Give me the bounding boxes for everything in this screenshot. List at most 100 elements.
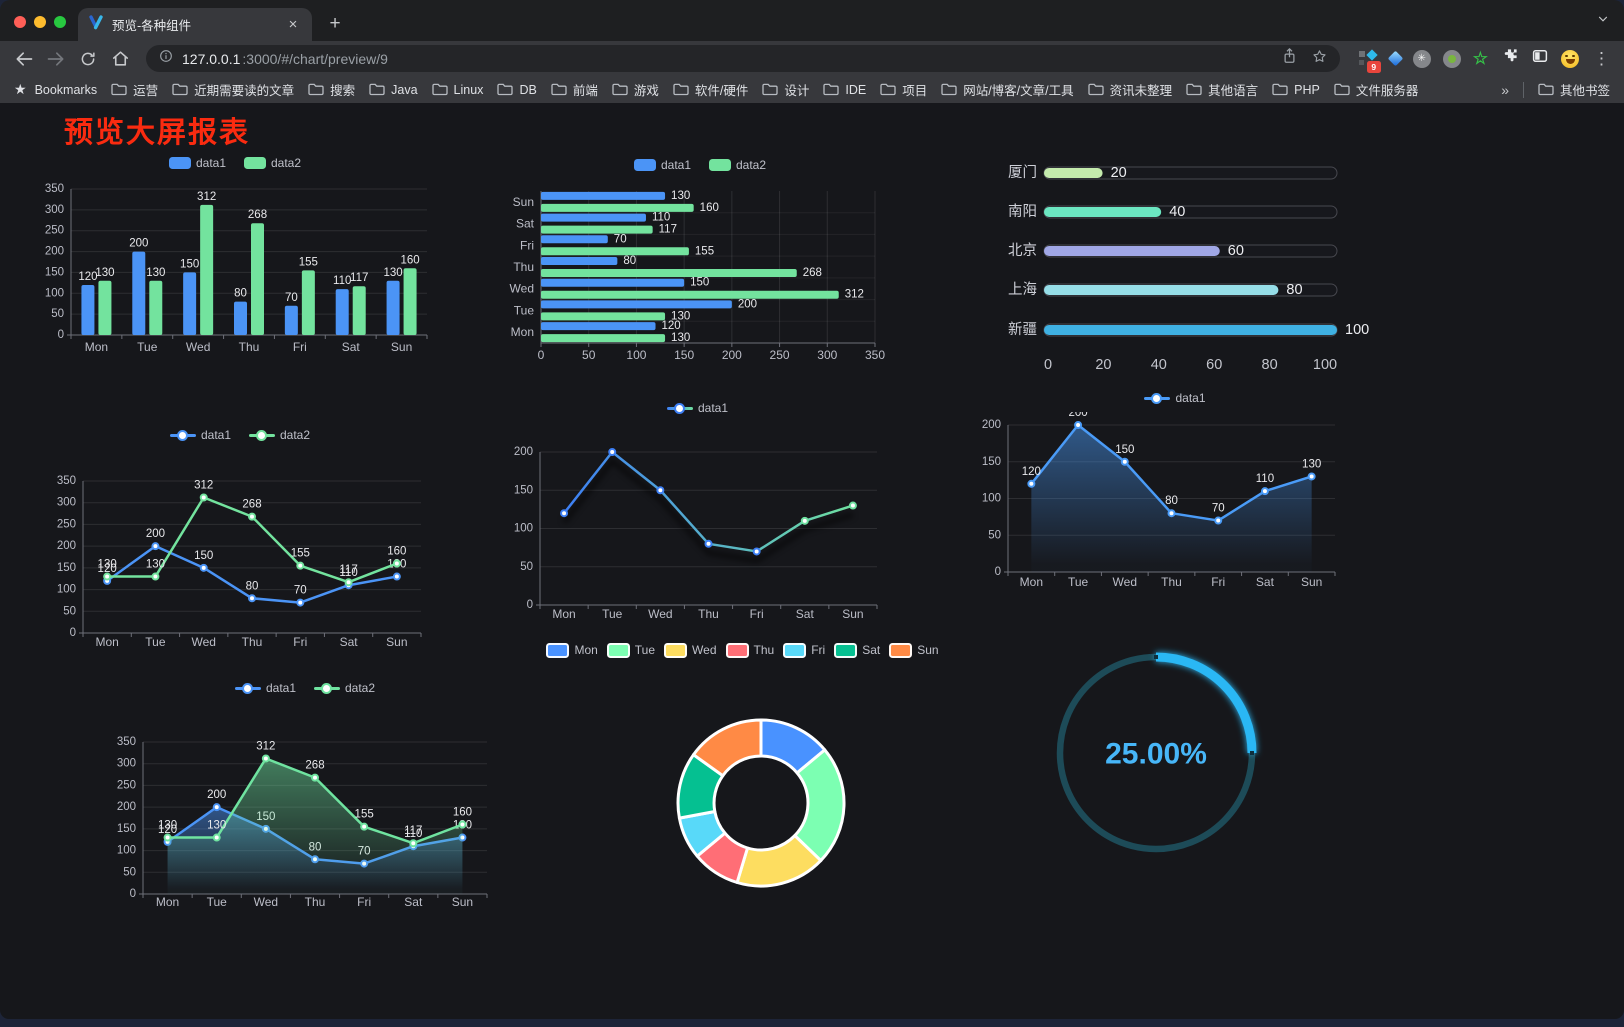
bookmarks-label[interactable]: Bookmarks <box>34 82 98 97</box>
legend-item-data1[interactable]: data1 <box>169 428 231 442</box>
legend-item-Mon[interactable]: Mon <box>546 642 598 658</box>
browser-tab[interactable]: 预览-各种组件 × <box>78 8 312 41</box>
svg-text:120: 120 <box>1022 466 1041 478</box>
bookmark-folder[interactable]: 文件服务器 <box>1334 80 1418 99</box>
legend-item-data2[interactable]: data2 <box>709 158 766 172</box>
bookmark-folder[interactable]: Linux <box>431 83 483 97</box>
svg-text:312: 312 <box>256 741 275 753</box>
bookmark-folder-label: 项目 <box>902 84 928 98</box>
legend-marker-icon <box>725 642 749 658</box>
svg-text:80: 80 <box>1262 357 1278 373</box>
bookmark-folders: 运营 近期需要读的文章 搜索 Java Linux DB 前端 游戏 软件/硬件 设计 IDE 项目 网… <box>111 80 1418 99</box>
bookmarks-overflow-chevron[interactable]: » <box>1501 81 1509 98</box>
svg-text:117: 117 <box>350 272 368 284</box>
svg-text:150: 150 <box>117 823 136 835</box>
extension-gem-icon[interactable] <box>1387 50 1404 67</box>
bookmark-folder[interactable]: PHP <box>1272 83 1320 97</box>
profile-avatar-icon[interactable] <box>1561 49 1579 68</box>
site-info-icon[interactable] <box>158 48 174 69</box>
legend-item-data1[interactable]: data1 <box>666 401 728 415</box>
extension-grid-icon[interactable]: 9 <box>1358 48 1381 73</box>
side-panel-icon[interactable] <box>1531 47 1549 70</box>
tab-close-icon[interactable]: × <box>288 16 298 33</box>
bookmark-folder[interactable]: Java <box>369 83 418 97</box>
legend-label: Sat <box>862 643 881 657</box>
svg-text:Mon: Mon <box>85 340 108 354</box>
legend-marker-icon <box>314 682 340 695</box>
legend-marker-icon <box>169 429 196 442</box>
svg-text:300: 300 <box>45 204 64 216</box>
svg-text:100: 100 <box>1345 322 1369 338</box>
svg-text:150: 150 <box>180 258 199 270</box>
extension-asterisk-icon[interactable]: ✳ <box>1412 49 1431 68</box>
svg-text:Tue: Tue <box>207 895 228 909</box>
bookmark-folder[interactable]: 软件/硬件 <box>673 80 748 99</box>
svg-text:150: 150 <box>514 484 533 496</box>
extensions-area: 9 ✳ ☆ <box>1358 47 1579 73</box>
bookmark-folder[interactable]: 游戏 <box>612 80 659 99</box>
legend-item-data1[interactable]: data1 <box>1144 391 1206 405</box>
extensions-puzzle-icon[interactable] <box>1500 47 1519 71</box>
url-bar[interactable]: 127.0.0.1 :3000/#/chart/preview/9 <box>146 45 1340 72</box>
home-button[interactable] <box>106 45 134 73</box>
bookmark-folder[interactable]: 项目 <box>880 80 927 99</box>
browser-menu-icon[interactable]: ⋮ <box>1593 48 1610 68</box>
tab-search-chevron-icon[interactable] <box>1596 12 1610 31</box>
bookmark-folder[interactable]: DB <box>497 83 537 97</box>
bookmarks-star-icon[interactable]: ★ <box>14 81 27 97</box>
svg-text:0: 0 <box>58 329 64 341</box>
svg-text:80: 80 <box>234 288 247 300</box>
bookmark-folder[interactable]: 近期需要读的文章 <box>172 80 294 99</box>
legend-item-Tue[interactable]: Tue <box>606 642 655 658</box>
bookmark-folder[interactable]: 前端 <box>551 80 598 99</box>
bookmark-star-icon[interactable] <box>1311 48 1328 70</box>
legend-item-data2[interactable]: data2 <box>249 428 310 442</box>
back-button[interactable] <box>10 45 38 73</box>
legend-marker-icon <box>606 642 630 658</box>
minimize-window-icon[interactable] <box>34 16 46 28</box>
legend-item-Thu[interactable]: Thu <box>725 642 774 658</box>
svg-text:厦门: 厦门 <box>1008 164 1037 181</box>
bookmark-folder[interactable]: 其他语言 <box>1186 80 1258 99</box>
zoom-window-icon[interactable] <box>54 16 66 28</box>
svg-text:Tue: Tue <box>1068 575 1089 589</box>
extension-star-icon[interactable]: ☆ <box>1472 49 1488 68</box>
legend-item-Sun[interactable]: Sun <box>889 642 939 658</box>
legend-item-Fri[interactable]: Fri <box>783 642 826 658</box>
legend-label: data1 <box>195 156 226 170</box>
bookmarks-divider <box>1522 81 1524 98</box>
bookmark-folder[interactable]: 搜索 <box>308 80 355 99</box>
svg-text:120: 120 <box>98 563 117 575</box>
close-window-icon[interactable] <box>14 16 26 28</box>
legend-item-data1[interactable]: data1 <box>234 681 296 695</box>
legend-item-data1[interactable]: data1 <box>633 158 691 172</box>
legend-label: Fri <box>811 643 826 657</box>
reload-button[interactable] <box>74 45 102 73</box>
svg-text:200: 200 <box>722 348 742 362</box>
svg-text:100: 100 <box>514 523 533 535</box>
extension-dot-icon[interactable] <box>1442 49 1461 68</box>
forward-button[interactable] <box>42 45 70 73</box>
svg-text:100: 100 <box>982 493 1001 505</box>
legend-item-data1[interactable]: data1 <box>168 156 226 170</box>
bookmark-folder[interactable]: 运营 <box>111 80 158 99</box>
legend-label: Sun <box>917 643 939 657</box>
svg-text:0: 0 <box>538 348 545 362</box>
bookmarks-bar: ★ Bookmarks 运营 近期需要读的文章 搜索 Java Linux DB 前端 游戏 软… <box>0 76 1624 103</box>
legend-item-data2[interactable]: data2 <box>244 156 301 170</box>
window-controls[interactable] <box>14 16 66 28</box>
svg-text:Sat: Sat <box>1256 575 1275 589</box>
svg-text:160: 160 <box>400 254 419 266</box>
other-bookmarks-folder[interactable]: 其他书签 <box>1538 80 1610 99</box>
bookmark-folder[interactable]: 网站/博客/文章/工具 <box>941 80 1074 99</box>
share-icon[interactable] <box>1282 47 1297 70</box>
new-tab-button[interactable]: + <box>329 13 341 34</box>
legend-marker-icon <box>664 642 688 658</box>
legend-item-data2[interactable]: data2 <box>314 681 375 695</box>
legend-item-Sat[interactable]: Sat <box>834 642 881 658</box>
legend-item-Wed[interactable]: Wed <box>664 642 717 658</box>
svg-text:350: 350 <box>57 475 76 487</box>
bookmark-folder[interactable]: 资讯未整理 <box>1087 80 1172 99</box>
bookmark-folder[interactable]: IDE <box>823 83 866 97</box>
bookmark-folder[interactable]: 设计 <box>762 80 809 99</box>
